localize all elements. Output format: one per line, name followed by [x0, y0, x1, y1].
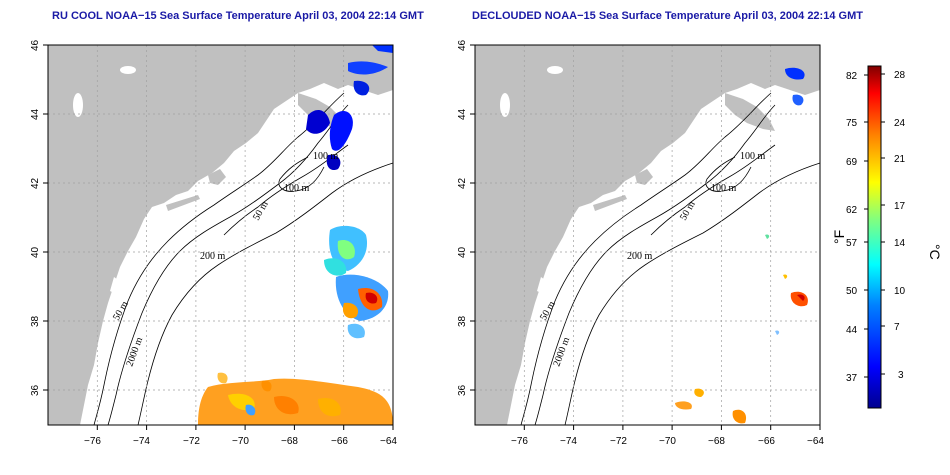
- colorbar-f-tick: 57: [846, 238, 858, 249]
- contour-label-100m-north: 100 m: [740, 151, 766, 162]
- lat-tick: 36: [457, 384, 468, 396]
- sst-mixed-patches: [198, 225, 393, 425]
- lon-tick: −72: [610, 436, 627, 447]
- colorbar-unit-c: °C: [927, 244, 943, 260]
- map-panel-ru-cool: 100 m 100 m 50 m 200 m 50 m 2000 m: [47, 44, 394, 426]
- colorbar-c-tick: 21: [894, 154, 906, 165]
- colorbar-c-tick: 7: [894, 322, 900, 333]
- lat-tick: 42: [457, 177, 468, 189]
- sst-cold-patches: [306, 45, 393, 171]
- lon-tick: −74: [133, 436, 150, 447]
- lat-tick: 42: [30, 177, 41, 189]
- contour-label-200m: 200 m: [627, 251, 653, 262]
- panel-title-ru-cool: RU COOL NOAA−15 Sea Surface Temperature …: [52, 10, 424, 22]
- colorbar-gradient: [867, 65, 882, 409]
- contour-label-100m: 100 m: [711, 183, 737, 194]
- lat-tick: 40: [457, 246, 468, 258]
- axes-declouded: −76 −74 −72 −70 −68 −66 −64 46 44 42 40 …: [457, 39, 824, 447]
- colorbar-unit-f: °F: [831, 230, 847, 244]
- lon-tick: −76: [84, 436, 101, 447]
- lon-tick: −72: [183, 436, 200, 447]
- colorbar-f-tick: 50: [846, 286, 858, 297]
- lon-tick: −70: [232, 436, 249, 447]
- lat-tick: 46: [457, 39, 468, 51]
- colorbar-c-tick: 3: [898, 370, 904, 381]
- lon-tick: −68: [708, 436, 725, 447]
- lat-tick: 44: [457, 108, 468, 120]
- lat-tick: 46: [30, 39, 41, 51]
- sst-declouded-patches: [675, 67, 808, 424]
- lon-tick: −68: [281, 436, 298, 447]
- lon-tick: −64: [807, 436, 824, 447]
- colorbar-c-tick: 17: [894, 201, 906, 212]
- lat-tick: 44: [30, 108, 41, 120]
- contour-label-100m-north: 100 m: [313, 151, 339, 162]
- colorbar-c-tick: 28: [894, 70, 906, 81]
- lon-tick: −64: [380, 436, 397, 447]
- map-panel-declouded: 100 m 100 m 50 m 200 m 50 m 2000 m: [474, 44, 821, 426]
- contour-label-200m: 200 m: [200, 251, 226, 262]
- lat-tick: 38: [30, 315, 41, 327]
- lon-tick: −74: [560, 436, 577, 447]
- panel-title-declouded: DECLOUDED NOAA−15 Sea Surface Temperatur…: [472, 10, 863, 22]
- lon-tick: −66: [331, 436, 348, 447]
- colorbar-f-tick: 37: [846, 373, 858, 384]
- lon-tick: −70: [659, 436, 676, 447]
- lon-tick: −76: [511, 436, 528, 447]
- colorbar-f-tick: 75: [846, 118, 858, 129]
- contour-label-100m: 100 m: [284, 183, 310, 194]
- colorbar-f-tick: 82: [846, 71, 858, 82]
- axes-ru-cool: −76 −74 −72 −70 −68 −66 −64 46 44 42 40 …: [30, 39, 397, 447]
- lat-tick: 40: [30, 246, 41, 258]
- colorbar-c-tick: 14: [894, 238, 906, 249]
- colorbar-f-tick: 44: [846, 325, 858, 336]
- colorbar-f-tick: 62: [846, 205, 858, 216]
- colorbar-f-tick: 69: [846, 157, 858, 168]
- lat-tick: 38: [457, 315, 468, 327]
- lon-tick: −66: [758, 436, 775, 447]
- colorbar: 82 75 69 62 57 50 44 37 28 24 21 17 14 1…: [831, 65, 943, 409]
- colorbar-c-tick: 10: [894, 286, 906, 297]
- lat-tick: 36: [30, 384, 41, 396]
- colorbar-c-tick: 24: [894, 118, 906, 129]
